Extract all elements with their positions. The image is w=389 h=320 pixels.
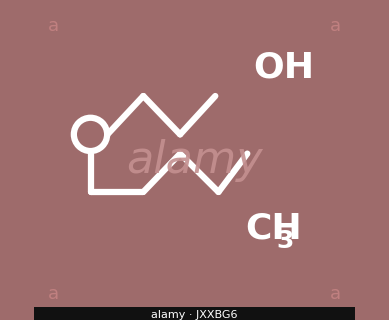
Text: a: a — [330, 285, 341, 303]
Text: 3: 3 — [277, 229, 294, 253]
Text: OH: OH — [254, 50, 315, 84]
Text: a: a — [330, 17, 341, 35]
Text: a: a — [48, 17, 59, 35]
Text: a: a — [48, 285, 59, 303]
Bar — [35, 307, 354, 320]
Text: alamy · JXXBG6: alamy · JXXBG6 — [151, 310, 238, 320]
Text: CH: CH — [246, 212, 303, 246]
Text: alamy: alamy — [126, 139, 263, 181]
